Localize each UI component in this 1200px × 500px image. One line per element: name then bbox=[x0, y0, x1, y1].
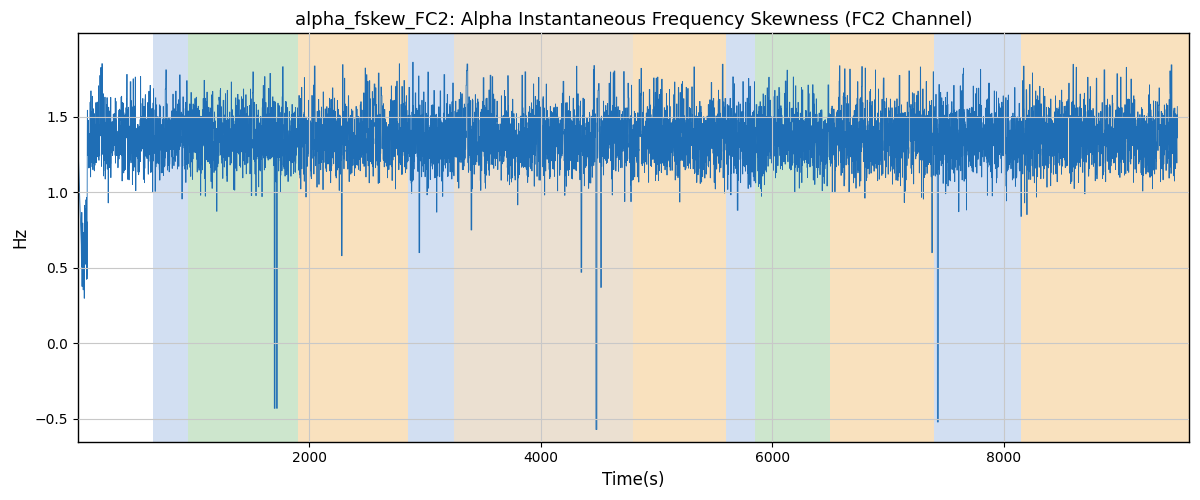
Bar bbox=[935, 34, 1021, 442]
Bar bbox=[454, 34, 634, 442]
Bar bbox=[1021, 34, 1189, 442]
Bar bbox=[298, 34, 408, 442]
Bar bbox=[188, 34, 298, 442]
Bar bbox=[454, 34, 634, 442]
Title: alpha_fskew_FC2: Alpha Instantaneous Frequency Skewness (FC2 Channel): alpha_fskew_FC2: Alpha Instantaneous Fre… bbox=[295, 11, 972, 30]
Bar bbox=[755, 34, 830, 442]
Bar bbox=[726, 34, 755, 442]
Bar bbox=[830, 34, 935, 442]
Bar bbox=[154, 34, 188, 442]
Y-axis label: Hz: Hz bbox=[11, 227, 29, 248]
Bar bbox=[408, 34, 454, 442]
Bar bbox=[634, 34, 726, 442]
X-axis label: Time(s): Time(s) bbox=[602, 471, 665, 489]
